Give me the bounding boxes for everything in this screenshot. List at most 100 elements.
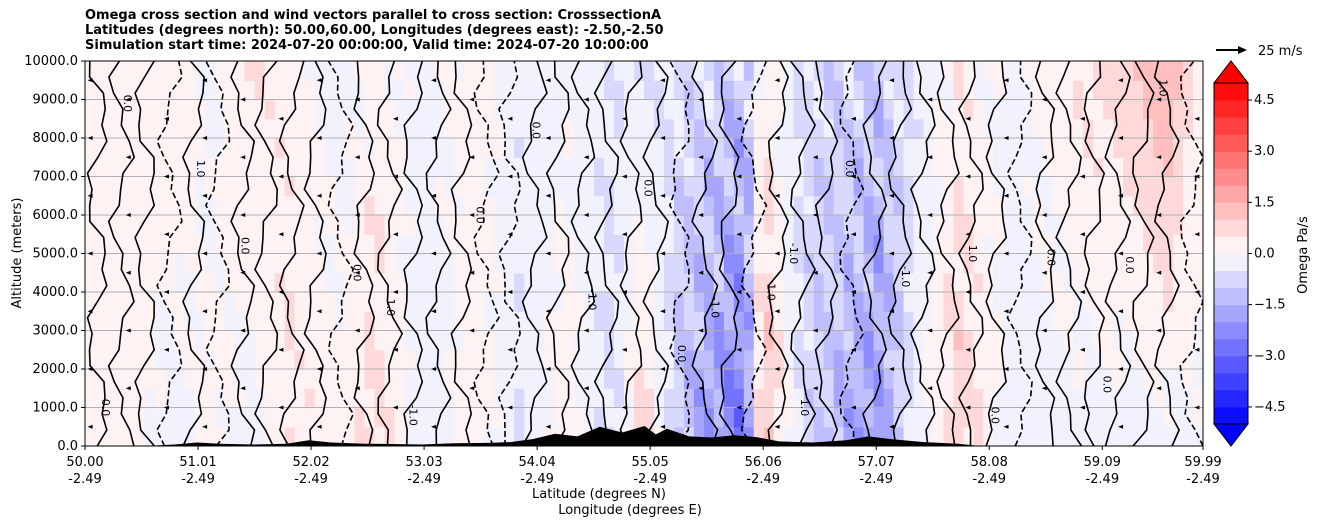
omega-cell <box>1163 176 1174 197</box>
omega-cell <box>1083 272 1094 293</box>
omega-contour <box>789 61 817 446</box>
omega-cell <box>1123 80 1134 101</box>
wind-vector <box>965 174 971 179</box>
omega-cell <box>1103 292 1114 312</box>
omega-cell <box>793 369 805 389</box>
omega-cell <box>314 311 326 332</box>
omega-cell <box>813 349 825 370</box>
omega-cell <box>1193 272 1203 293</box>
omega-cell <box>1113 330 1124 351</box>
colorbar-tick-label: 4.5 <box>1254 93 1275 108</box>
omega-cell <box>1053 388 1064 409</box>
omega-cell <box>114 369 126 389</box>
x-tick-label-longitude: -2.49 <box>746 472 780 487</box>
omega-cell <box>703 311 715 332</box>
omega-cell <box>144 330 156 351</box>
omega-cell <box>604 195 615 216</box>
omega-cell <box>384 388 396 409</box>
omega-cell <box>224 176 236 197</box>
omega-cell <box>274 215 286 235</box>
omega-cell <box>474 215 485 235</box>
colorbar-tick-label: −3.0 <box>1254 349 1286 364</box>
omega-cell <box>973 369 984 389</box>
omega-cell <box>733 407 745 428</box>
omega-cell <box>723 253 735 274</box>
omega-cell <box>174 311 186 332</box>
omega-cell <box>174 272 186 293</box>
wind-vectors <box>87 78 1200 429</box>
omega-cell <box>853 292 865 312</box>
omega-cell <box>324 292 336 312</box>
omega-cell <box>234 407 246 428</box>
omega-cell <box>773 157 785 178</box>
omega-cell <box>194 369 206 389</box>
omega-cell <box>663 349 675 370</box>
omega-cell <box>653 407 665 428</box>
wind-vector <box>240 213 246 217</box>
omega-cell <box>504 176 515 197</box>
omega-cell <box>963 311 975 332</box>
omega-cell <box>883 292 895 312</box>
omega-cell <box>913 157 925 178</box>
omega-cell <box>534 272 545 293</box>
omega-cell <box>773 234 785 255</box>
omega-cell <box>194 272 206 293</box>
omega-cell <box>364 292 376 312</box>
wind-vector <box>431 309 437 314</box>
omega-cell <box>464 234 475 255</box>
omega-cell <box>544 176 555 197</box>
omega-cell <box>763 330 775 351</box>
omega-cell <box>1163 369 1174 389</box>
omega-cell <box>873 118 885 139</box>
omega-cell <box>743 369 755 389</box>
omega-cell <box>733 253 745 274</box>
omega-cell <box>344 234 356 255</box>
omega-cell <box>534 426 545 446</box>
omega-cell <box>204 138 216 158</box>
colorbar-level <box>1214 151 1248 169</box>
omega-cell <box>793 426 805 446</box>
y-tick-label: 4000.0 <box>33 285 79 300</box>
omega-cell <box>314 292 326 312</box>
omega-cell <box>713 176 725 197</box>
wind-vector <box>850 347 856 352</box>
omega-cell <box>973 292 984 312</box>
omega-cell <box>1173 330 1184 351</box>
omega-cell <box>184 157 196 178</box>
omega-cell <box>963 426 975 446</box>
omega-cell <box>753 195 765 216</box>
omega-cell <box>304 369 316 389</box>
omega-cell <box>913 215 925 235</box>
omega-cell <box>843 118 855 139</box>
omega-cell <box>1123 157 1134 178</box>
wind-vector <box>240 328 246 333</box>
omega-cell <box>673 253 685 274</box>
omega-cell <box>1153 176 1164 197</box>
omega-cell <box>104 426 116 446</box>
omega-cell <box>763 388 775 409</box>
omega-cell <box>614 157 625 178</box>
omega-cell <box>224 311 236 332</box>
omega-cell <box>324 138 336 158</box>
omega-cell <box>823 388 835 409</box>
omega-cell <box>404 80 416 101</box>
omega-cell <box>933 195 945 216</box>
omega-cell <box>723 215 735 235</box>
wind-vector <box>774 136 780 140</box>
omega-cell <box>773 99 785 120</box>
omega-cell <box>224 215 236 235</box>
omega-cell <box>634 311 645 332</box>
omega-contour <box>814 61 839 446</box>
wind-vector <box>698 97 704 102</box>
omega-cell <box>424 80 435 101</box>
wind-vector <box>1079 116 1085 121</box>
wind-vector <box>1194 347 1200 352</box>
omega-cell <box>484 80 495 101</box>
omega-cell <box>713 138 725 158</box>
omega-cell <box>973 61 984 81</box>
omega-cell <box>703 195 715 216</box>
omega-cell <box>813 138 825 158</box>
omega-cell <box>434 215 445 235</box>
omega-cell <box>973 118 984 139</box>
omega-cell <box>1193 311 1203 332</box>
